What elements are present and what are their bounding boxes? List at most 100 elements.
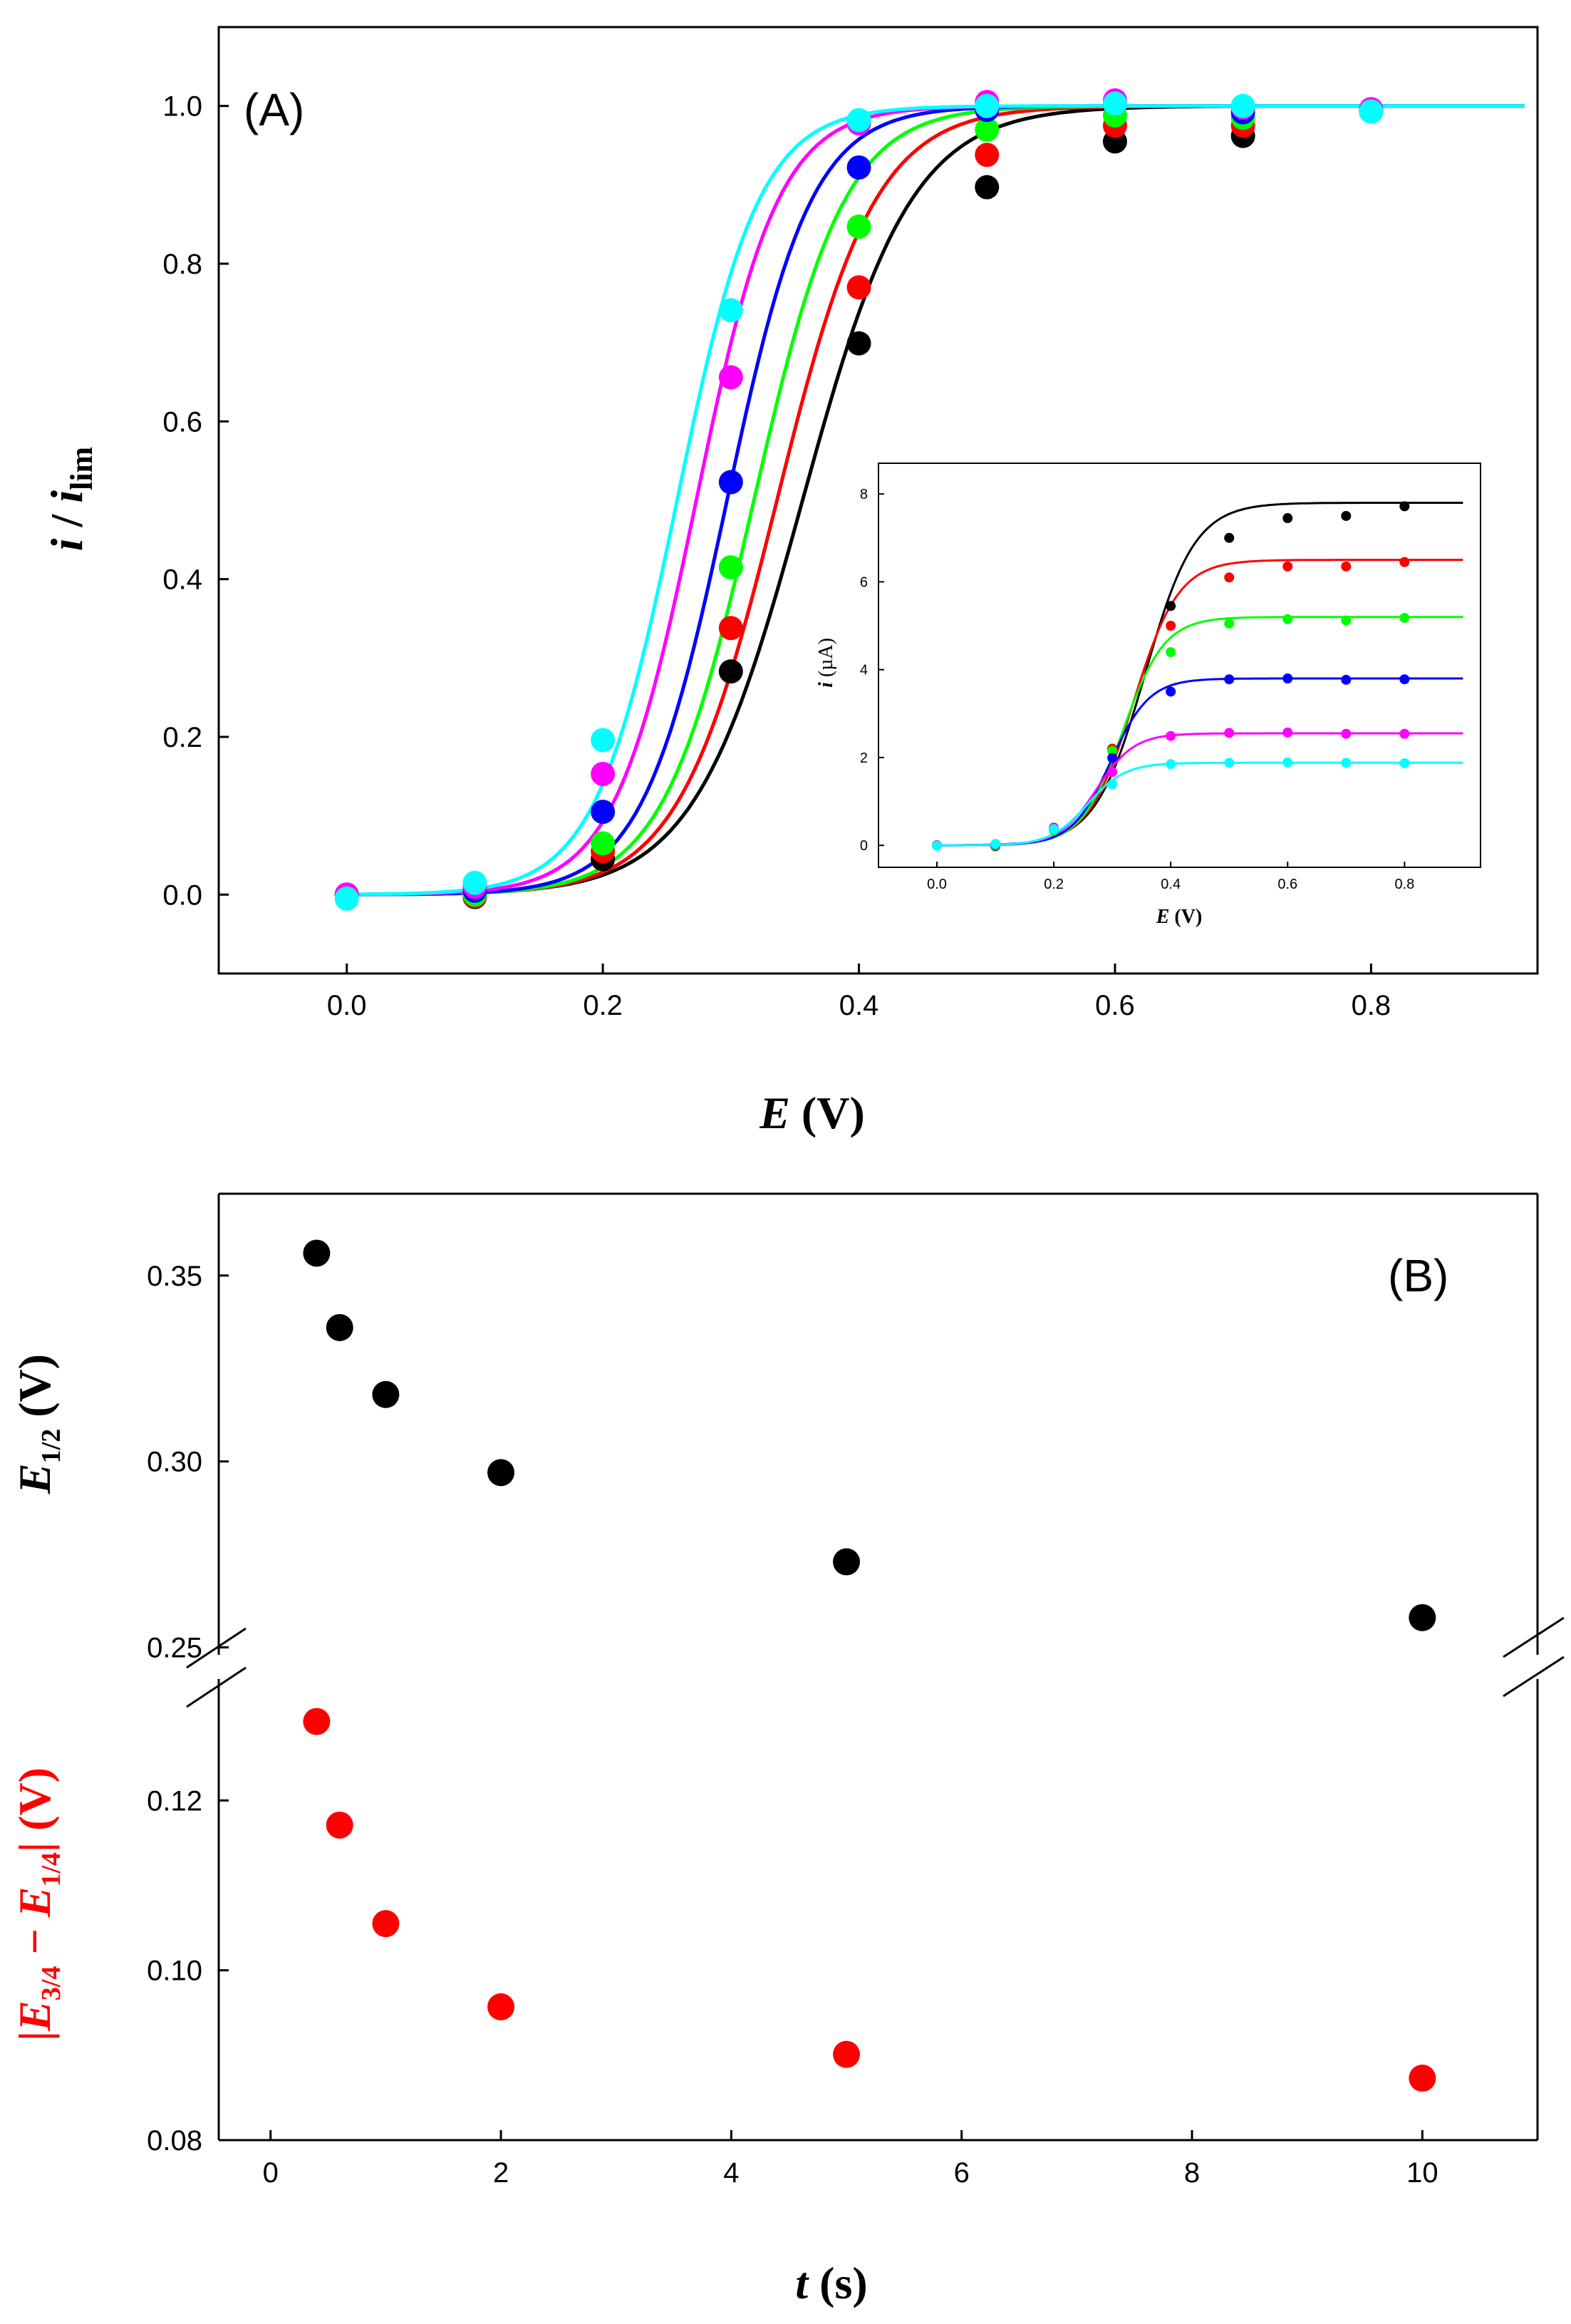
inset-data-point — [1224, 758, 1235, 768]
panel-b-x-ticks: 0 2 4 6 8 10 — [263, 2130, 1438, 2189]
x-tick-label: 0 — [263, 2157, 279, 2189]
inset-data-point — [990, 839, 1001, 849]
inset-data-point — [1282, 561, 1293, 572]
panel-a: 0.0 0.2 0.4 0.6 0.8 1.0 0.0 0.2 0.4 0.6 0.8 (A) E… — [41, 26, 1539, 1138]
panel-b-y-ticks: 0.25 0.30 0.35 0.08 0.10 0.12 — [147, 1261, 229, 2157]
panel-a-inset: 0 2 4 6 8 0.0 0.2 0.4 0.6 0.8 E (V) i (µA) — [815, 463, 1481, 928]
y-tick-label: 0.25 — [147, 1633, 202, 1664]
inset-data-point — [1399, 612, 1410, 623]
panel-b-label: (B) — [1388, 1250, 1448, 1301]
b-x-label-unit: (s) — [808, 2258, 868, 2308]
inset-data-point — [1224, 618, 1235, 629]
inset-data-point — [1107, 753, 1118, 763]
x-tick-label: 0.4 — [839, 990, 879, 1021]
data-point — [975, 143, 1000, 167]
data-point — [846, 108, 871, 133]
inset-y-tick-label: 6 — [860, 574, 868, 590]
data-point — [718, 365, 743, 390]
panel-a-data-points — [334, 88, 1384, 911]
inset-data-point — [1107, 745, 1118, 756]
data-point — [372, 1910, 400, 1938]
inset-data-point — [1341, 510, 1352, 521]
panel-b-y-axis-label-lower: |E3/4 − E1/4| (V) — [9, 1767, 66, 2041]
inset-data-point — [1049, 824, 1059, 835]
inset-data-point — [1107, 767, 1118, 778]
e-quarter-symbol: E — [9, 1887, 60, 1918]
inset-x-tick-label: 0.4 — [1161, 877, 1181, 892]
x-label-symbol: E — [759, 1088, 790, 1138]
inset-data-point — [1224, 674, 1235, 685]
inset-y-tick-label: 2 — [860, 750, 868, 766]
inset-data-point — [1282, 757, 1293, 768]
inset-data-point — [1282, 673, 1293, 683]
data-point — [833, 1548, 861, 1576]
inset-data-point — [1224, 532, 1235, 543]
data-point — [1409, 2065, 1436, 2092]
x-tick-label: 2 — [493, 2157, 509, 2189]
inset-y-tick-label: 4 — [860, 663, 868, 678]
e-quarter-subscript: 1/4 — [36, 1852, 66, 1887]
e-half-subscript: 1/2 — [36, 1429, 66, 1464]
y-tick-label: 0.08 — [147, 2125, 202, 2157]
panel-a-label: (A) — [244, 84, 304, 135]
inset-data-point — [1399, 728, 1410, 739]
inset-data-point — [1341, 561, 1352, 572]
inset-data-point — [1107, 779, 1118, 790]
inset-x-ticks: 0.0 0.2 0.4 0.6 0.8 — [927, 862, 1414, 892]
data-point — [303, 1239, 331, 1267]
panel-a-y-ticks: 0.0 0.2 0.4 0.6 0.8 1.0 — [162, 91, 229, 911]
panel-b: 0.25 0.30 0.35 0.08 0.10 0.12 0 2 4 6 8 10 (B) t (… — [9, 1192, 1565, 2308]
inset-data-point — [1224, 572, 1235, 583]
y-tick-label: 0.10 — [147, 1956, 202, 1987]
x-tick-label: 0.2 — [583, 990, 623, 1021]
y-label-i: i — [41, 538, 92, 551]
inset-fit-curves — [936, 502, 1463, 847]
y-tick-label: 0.35 — [147, 1261, 202, 1292]
e-three-quarter-symbol: E — [9, 2000, 60, 2032]
inset-fit-curve — [937, 761, 1463, 847]
right-axis-break-mark-upper — [1503, 1616, 1565, 1658]
inset-data-point — [932, 840, 943, 851]
data-point — [372, 1380, 400, 1408]
panel-b-data-points — [303, 1239, 1436, 2092]
y-label-i2: i — [41, 490, 92, 503]
inset-data-point — [1282, 513, 1293, 524]
inset-frame — [878, 463, 1481, 868]
inset-x-tick-label: 0.6 — [1277, 877, 1297, 892]
data-point — [591, 800, 616, 825]
panel-b-x-axis-label: t (s) — [795, 2258, 867, 2308]
inset-data-point — [1166, 730, 1176, 741]
inset-x-tick-label: 0.8 — [1394, 877, 1414, 892]
data-point — [718, 555, 743, 580]
data-point — [462, 870, 487, 895]
y-tick-label: 0.4 — [162, 564, 202, 596]
left-axis-break-mark-lower — [186, 1666, 247, 1708]
inset-data-point — [1166, 759, 1176, 770]
data-point — [975, 175, 1000, 200]
x-tick-label: 0.0 — [327, 990, 367, 1021]
inset-data-point — [1166, 686, 1176, 697]
inset-y-tick-label: 8 — [860, 487, 868, 502]
y-label-subscript: lim — [64, 447, 99, 490]
data-point — [1359, 99, 1384, 124]
inset-data-point — [1282, 614, 1293, 624]
e-three-quarter-subscript: 3/4 — [36, 1966, 66, 2001]
data-point — [1102, 91, 1127, 116]
left-axis-break-mark-upper — [186, 1627, 247, 1669]
y-label-sep: / — [41, 503, 92, 539]
inset-x-tick-label: 0.2 — [1044, 877, 1064, 892]
x-tick-label: 6 — [954, 2157, 970, 2189]
right-axis-break-mark-lower — [1503, 1656, 1565, 1698]
data-point — [718, 616, 743, 641]
data-point — [846, 214, 871, 239]
x-tick-label: 0.8 — [1352, 990, 1391, 1021]
inset-data-point — [1399, 758, 1410, 768]
inset-y-tick-label: 0 — [860, 838, 868, 854]
delta-unit: (V) — [9, 1767, 60, 1842]
inset-data-point — [1341, 758, 1352, 768]
data-point — [846, 331, 871, 356]
data-point — [718, 298, 743, 323]
inset-y-axis-label: i (µA) — [815, 638, 837, 688]
minus-operator: − — [9, 1917, 60, 1966]
